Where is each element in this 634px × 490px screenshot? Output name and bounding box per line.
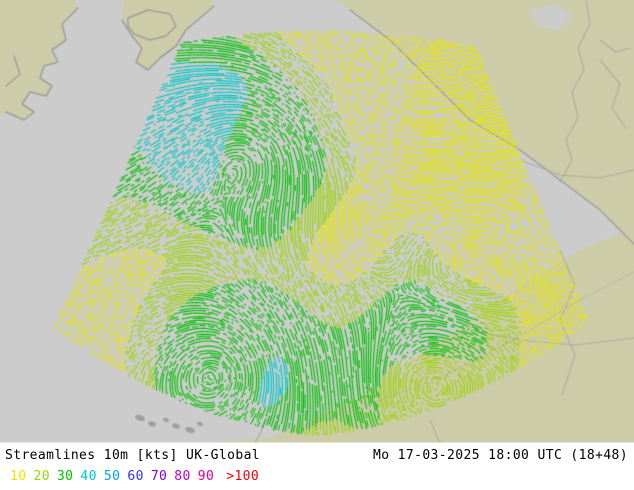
legend-item-40: 40 <box>80 467 96 486</box>
legend-item-90: 90 <box>198 467 214 486</box>
legend-item-gt100: >100 <box>226 467 259 486</box>
map-viewport[interactable] <box>0 0 634 443</box>
wind-speed-legend: 10 20 30 40 50 60 70 80 90 >100 <box>10 467 259 486</box>
legend-item-80: 80 <box>174 467 190 486</box>
legend-item-60: 60 <box>127 467 143 486</box>
streamline-map-canvas[interactable] <box>0 0 634 443</box>
weather-map-page: Streamlines 10m [kts] UK-Global Mo 17-03… <box>0 0 634 490</box>
legend-item-30: 30 <box>57 467 73 486</box>
product-title: Streamlines 10m [kts] UK-Global <box>5 446 260 465</box>
legend-item-70: 70 <box>151 467 167 486</box>
legend-item-20: 20 <box>33 467 49 486</box>
legend-item-50: 50 <box>104 467 120 486</box>
map-footer: Streamlines 10m [kts] UK-Global Mo 17-03… <box>0 443 634 490</box>
footer-caption-row: Streamlines 10m [kts] UK-Global Mo 17-03… <box>0 446 634 465</box>
valid-time-label: Mo 17-03-2025 18:00 UTC (18+48) <box>373 446 628 465</box>
legend-item-10: 10 <box>10 467 26 486</box>
